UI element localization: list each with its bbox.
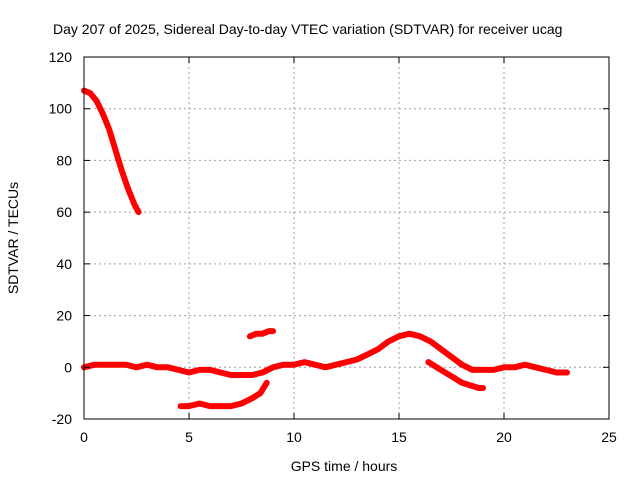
grid [84,57,609,419]
x-tick-label: 20 [496,429,512,445]
axis-ticks [83,56,610,420]
x-tick-label: 0 [80,429,88,445]
y-tick-label: 60 [56,204,72,220]
axis-tick-labels: 0 5 10 15 20 25 -20 0 20 40 60 80 100 120 [49,49,617,445]
x-tick-label: 10 [286,429,302,445]
series-line-segment-main-track [81,330,570,378]
series-line-segment-post-peak-decline [425,359,486,391]
chart-title: Day 207 of 2025, Sidereal Day-to-day VTE… [53,21,562,37]
x-tick-label: 25 [601,429,617,445]
x-tick-label: 15 [391,429,407,445]
x-tick-label: 5 [185,429,193,445]
y-axis-label: SDTVAR / TECUs [5,182,21,294]
y-tick-label: 100 [49,101,73,117]
series-line-segment-lower-left [177,379,270,410]
x-axis-label: GPS time / hours [291,458,398,474]
data-series [81,87,570,410]
y-tick-label: 0 [64,359,72,375]
y-tick-label: 120 [49,49,73,65]
series-line-segment-early-decline [81,87,142,216]
y-tick-label: 40 [56,256,72,272]
y-tick-label: 20 [56,308,72,324]
series-line-segment-short-high [246,328,276,340]
y-tick-label: -20 [52,411,72,427]
y-tick-label: 80 [56,152,72,168]
plot-frame [83,56,610,420]
